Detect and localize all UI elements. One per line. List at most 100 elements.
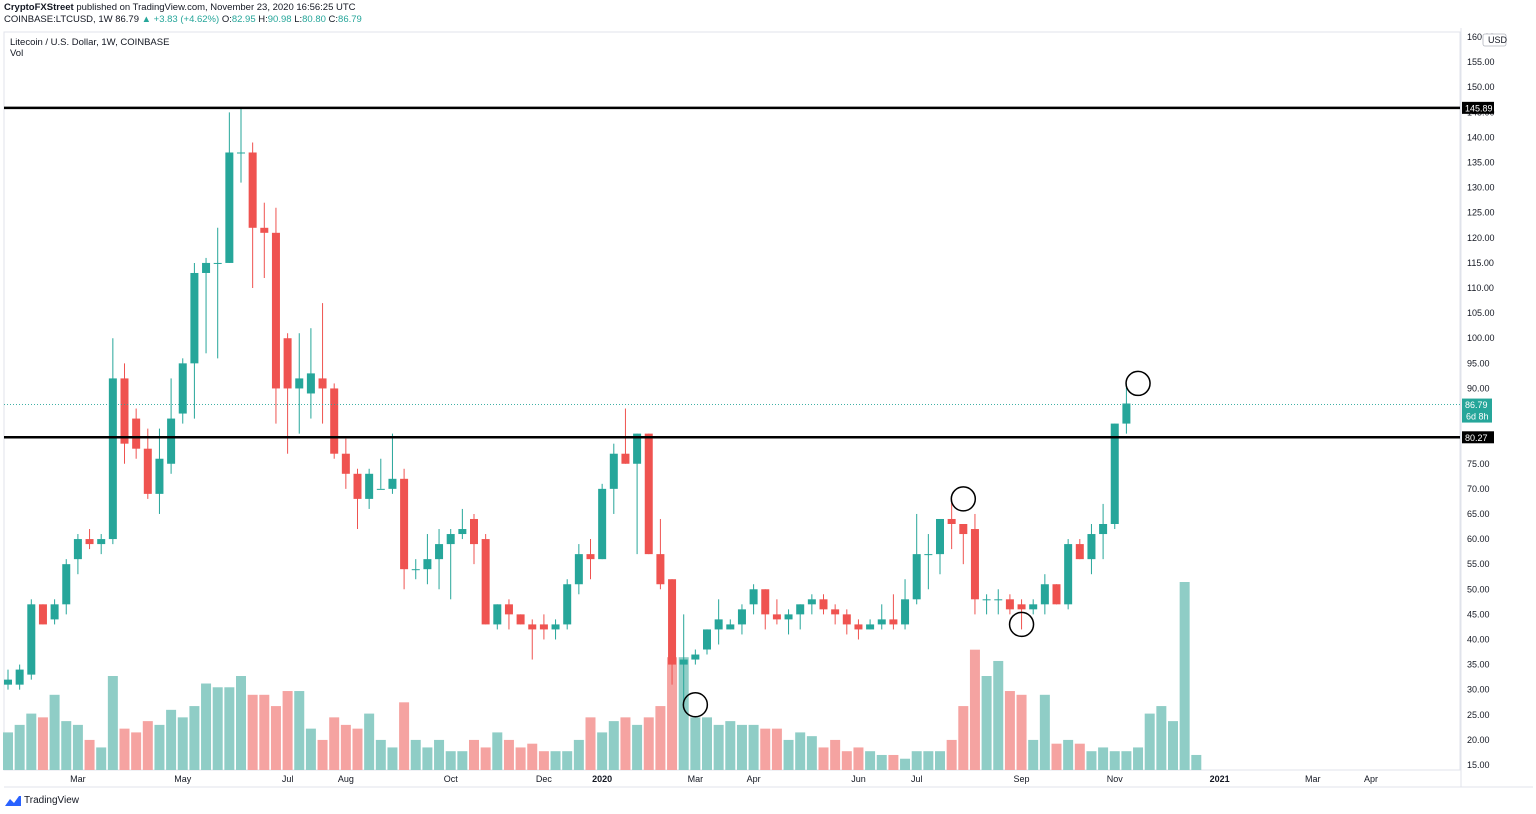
candle-body[interactable]: [1029, 604, 1038, 610]
candle-body[interactable]: [842, 614, 851, 625]
candle-body[interactable]: [749, 589, 758, 605]
candle-body[interactable]: [446, 534, 455, 545]
candle-body[interactable]: [644, 433, 653, 555]
candle-body[interactable]: [435, 544, 444, 560]
annotation-circle[interactable]: [950, 486, 977, 512]
candle-body[interactable]: [400, 478, 409, 570]
candle-body[interactable]: [796, 604, 805, 615]
candle-body[interactable]: [784, 614, 793, 620]
candle-body[interactable]: [959, 524, 968, 535]
candle-body[interactable]: [1087, 534, 1096, 560]
candle-body[interactable]: [691, 654, 700, 660]
candle-body[interactable]: [586, 554, 595, 560]
candle-body[interactable]: [924, 554, 933, 556]
candle-body[interactable]: [248, 152, 257, 228]
candle-body[interactable]: [539, 624, 548, 630]
annotation-circle[interactable]: [682, 691, 709, 718]
candle-body[interactable]: [481, 539, 490, 625]
candle-body[interactable]: [807, 599, 816, 605]
candle-body[interactable]: [341, 453, 350, 474]
candle-body[interactable]: [970, 529, 979, 600]
candle-body[interactable]: [225, 152, 234, 263]
candle-body[interactable]: [1099, 524, 1108, 535]
candle-body[interactable]: [714, 619, 723, 630]
candle-body[interactable]: [411, 569, 420, 571]
candle-body[interactable]: [365, 473, 374, 499]
annotation-circle[interactable]: [1008, 611, 1035, 638]
candle-body[interactable]: [633, 433, 642, 464]
candle-body[interactable]: [73, 539, 82, 560]
candle-body[interactable]: [831, 609, 840, 615]
candle-body[interactable]: [143, 448, 152, 494]
candle-body[interactable]: [703, 629, 711, 650]
candle-body[interactable]: [761, 589, 770, 615]
candle-body[interactable]: [330, 388, 339, 454]
plot-area[interactable]: [3, 31, 1461, 771]
candle-body[interactable]: [470, 518, 478, 545]
candle-body[interactable]: [936, 518, 944, 555]
candle-body[interactable]: [609, 453, 618, 489]
candle-body[interactable]: [306, 373, 315, 394]
candle-body[interactable]: [178, 363, 187, 414]
candle-body[interactable]: [318, 378, 327, 389]
currency-badge[interactable]: [1482, 33, 1507, 47]
candle-body[interactable]: [994, 599, 1003, 601]
candle-body[interactable]: [516, 614, 525, 625]
candle-body[interactable]: [551, 624, 560, 630]
candle-body[interactable]: [493, 604, 502, 625]
candle-body[interactable]: [167, 418, 176, 464]
candle-body[interactable]: [4, 679, 12, 685]
candle-body[interactable]: [679, 659, 688, 665]
annotation-circle[interactable]: [1125, 370, 1151, 397]
candle-body[interactable]: [1064, 544, 1073, 605]
candle-body[interactable]: [27, 604, 36, 675]
candle-body[interactable]: [155, 458, 164, 494]
candle-body[interactable]: [819, 599, 828, 610]
candle-body[interactable]: [458, 529, 467, 535]
candle-body[interactable]: [62, 564, 71, 605]
candle-body[interactable]: [190, 272, 199, 364]
candle-body[interactable]: [877, 619, 886, 625]
candle-body[interactable]: [504, 604, 513, 615]
candle-body[interactable]: [912, 554, 921, 600]
candle-body[interactable]: [668, 579, 677, 665]
candle-body[interactable]: [376, 488, 385, 490]
candle-body[interactable]: [866, 624, 875, 630]
candle-body[interactable]: [202, 262, 211, 273]
candle-body[interactable]: [737, 609, 746, 625]
candle-body[interactable]: [574, 554, 583, 585]
candle-body[interactable]: [15, 669, 24, 685]
candle-body[interactable]: [237, 152, 245, 154]
candle-body[interactable]: [38, 604, 47, 625]
candle-body[interactable]: [271, 232, 280, 389]
candle-body[interactable]: [1052, 584, 1061, 605]
candle-body[interactable]: [854, 624, 863, 630]
candle-body[interactable]: [50, 604, 59, 620]
candle-body[interactable]: [388, 478, 397, 489]
candle-body[interactable]: [97, 539, 106, 545]
candle-body[interactable]: [283, 338, 292, 389]
candle-body[interactable]: [889, 619, 898, 625]
candle-body[interactable]: [423, 559, 432, 570]
candle-body[interactable]: [213, 262, 222, 264]
candle-body[interactable]: [260, 227, 269, 233]
candle-body[interactable]: [120, 378, 129, 444]
candle-body[interactable]: [621, 453, 630, 464]
candle-body[interactable]: [726, 624, 735, 630]
candle-body[interactable]: [563, 584, 572, 625]
candle-body[interactable]: [1075, 544, 1084, 560]
candle-body[interactable]: [108, 378, 117, 540]
candle-body[interactable]: [85, 539, 94, 545]
tradingview-brand[interactable]: TradingView: [5, 795, 79, 806]
candle-body[interactable]: [1122, 403, 1131, 424]
candle-body[interactable]: [947, 518, 956, 524]
candle-body[interactable]: [132, 418, 141, 449]
candle-body[interactable]: [772, 614, 781, 620]
candle-body[interactable]: [528, 624, 537, 630]
candle-body[interactable]: [598, 488, 607, 560]
candle-body[interactable]: [656, 554, 665, 585]
candle-body[interactable]: [1017, 604, 1026, 610]
candle-body[interactable]: [295, 378, 304, 389]
candle-body[interactable]: [1040, 584, 1049, 605]
